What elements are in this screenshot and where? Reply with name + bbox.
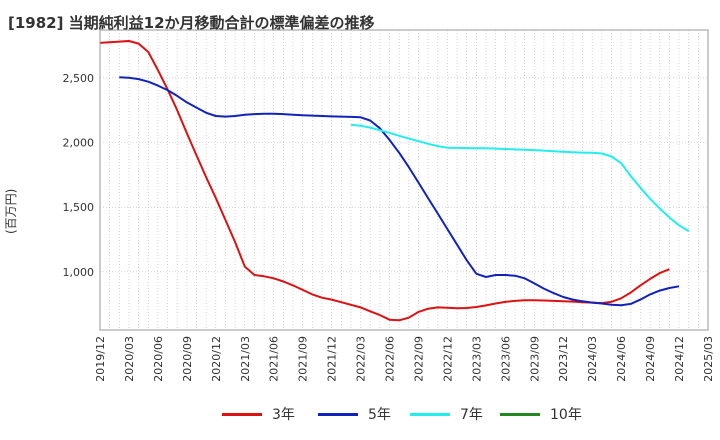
x-tick-label: 2024/09	[644, 336, 657, 382]
x-tick-label: 2022/06	[384, 336, 397, 382]
x-tick-label: 2020/09	[181, 336, 194, 382]
x-tick-label: 2023/12	[557, 336, 570, 382]
y-tick-label: 1,500	[63, 201, 95, 214]
x-tick-label: 2021/09	[297, 336, 310, 382]
series-lines	[99, 40, 690, 322]
x-tick-label: 2020/03	[123, 336, 136, 382]
x-tick-label: 2022/09	[412, 336, 425, 382]
plot-frame	[99, 29, 709, 331]
legend: 3年 5年 7年 10年	[0, 402, 720, 426]
x-tick-label: 2025/03	[702, 336, 715, 382]
x-tick-label: 2019/12	[94, 336, 107, 382]
x-tick-label: 2021/12	[326, 336, 339, 382]
x-tick-label: 2020/06	[152, 336, 165, 382]
legend-swatch-5y	[318, 412, 358, 416]
legend-swatch-10y	[500, 412, 540, 416]
x-tick-label: 2024/12	[673, 336, 686, 382]
legend-item-7y: 7年	[410, 402, 483, 426]
y-tick-label: 2,000	[63, 137, 95, 150]
legend-label-7y: 7年	[460, 407, 483, 423]
x-tick-label: 2024/03	[586, 336, 599, 382]
x-tick-labels: 2019/12 2020/03 2020/06 2020/09 2020/12 2021/…	[94, 336, 715, 382]
legend-label-5y: 5年	[368, 407, 391, 423]
x-tick-label: 2022/03	[355, 336, 368, 382]
series-line-2	[350, 123, 690, 232]
legend-label-10y: 10年	[550, 407, 582, 423]
x-tick-label: 2023/03	[470, 336, 483, 382]
y-tick-label: 2,500	[63, 72, 95, 85]
x-tick-label: 2020/12	[210, 336, 223, 382]
chart-title: [1982] 当期純利益12か月移動合計の標準偏差の推移	[8, 14, 375, 32]
legend-label-3y: 3年	[272, 407, 295, 423]
series-line-1	[119, 76, 680, 307]
series-line-0	[99, 40, 670, 322]
x-tick-label: 2023/09	[528, 336, 541, 382]
legend-item-3y: 3年	[222, 402, 295, 426]
x-tick-label: 2021/06	[268, 336, 281, 382]
x-tick-label: 2023/06	[499, 336, 512, 382]
legend-item-10y: 10年	[500, 402, 582, 426]
legend-swatch-7y	[410, 412, 450, 416]
x-tick-label: 2022/12	[441, 336, 454, 382]
legend-swatch-3y	[222, 412, 262, 416]
legend-item-5y: 5年	[318, 402, 391, 426]
x-tick-label: 2024/06	[615, 336, 628, 382]
grid-lines	[99, 30, 709, 330]
x-tick-label: 2021/03	[239, 336, 252, 382]
y-tick-labels: 1,000 1,500 2,000 2,500	[63, 72, 95, 279]
y-tick-label: 1,000	[63, 266, 95, 279]
